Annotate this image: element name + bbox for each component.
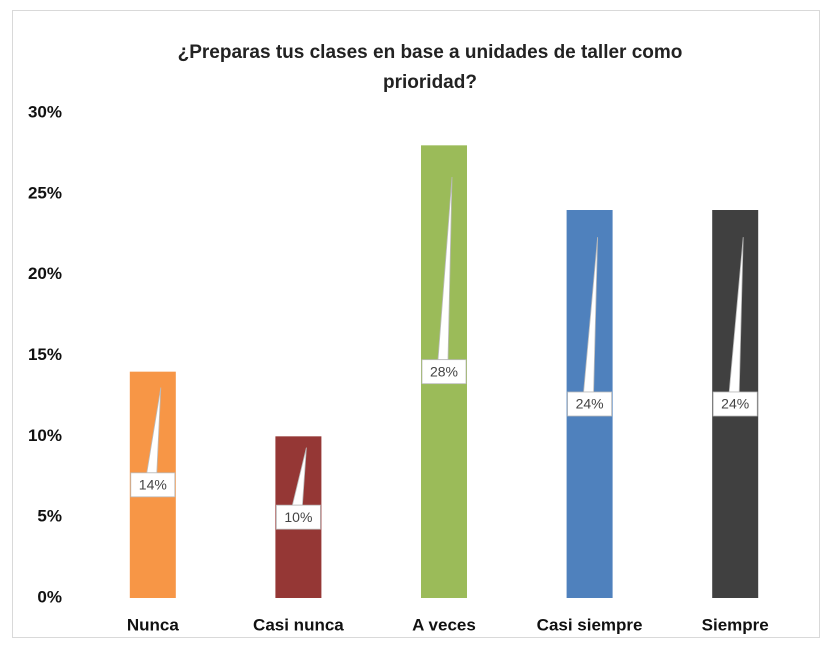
callout-box [567,391,612,417]
value-label: 14% [139,477,167,493]
callout-box [421,359,467,385]
chart-title: ¿Preparas tus clases en base a unidades … [177,42,683,93]
callout-box [712,391,758,417]
x-tick-label: Casi siempre [537,615,643,634]
y-tick-label: 10% [28,426,62,445]
y-tick-label: 25% [28,183,62,202]
callout-box [130,472,176,498]
y-tick-label: 30% [28,102,62,121]
callout-box [275,504,321,530]
value-label: 10% [284,509,312,525]
y-tick-label: 5% [37,507,62,526]
value-label: 28% [430,363,458,379]
value-label: 24% [721,396,749,412]
x-tick-label: Casi nunca [253,615,344,634]
chart-frame [12,10,820,638]
x-tick-label: Nunca [127,615,180,634]
y-tick-label: 0% [37,587,62,606]
x-tick-label: Siempre [702,615,769,634]
y-tick-label: 15% [28,345,62,364]
value-label: 24% [576,396,604,412]
y-tick-label: 20% [28,264,62,283]
x-tick-label: A veces [412,615,476,634]
